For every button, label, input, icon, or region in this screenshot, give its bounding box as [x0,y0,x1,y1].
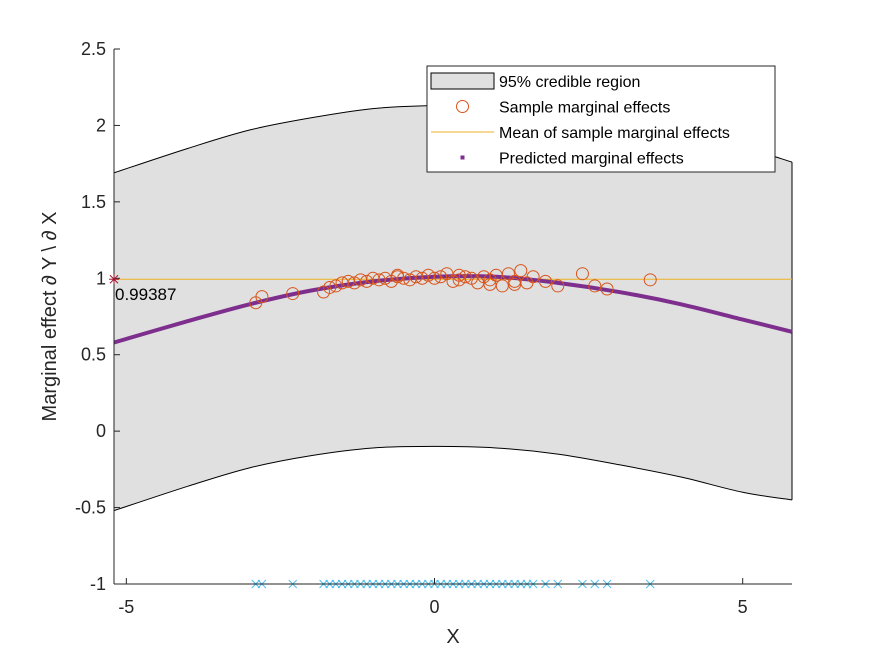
mean-value-marker [109,274,119,285]
sample-points-layer [249,264,657,310]
y-tick-label: -1 [90,574,106,594]
sample-point [403,273,417,287]
y-axis-title: Marginal effect ∂ Y \ ∂ X [39,212,61,422]
sample-point [286,287,300,301]
axes: -1 -0.5 0 0.5 1 1.5 2 2.5 -5 0 5 [75,39,792,617]
legend-label: Sample marginal effects [499,100,670,117]
sample-point [434,270,448,284]
sample-point [600,282,614,296]
sample-point [341,274,355,288]
x-tick-label: 5 [738,597,748,617]
sample-point [347,276,361,290]
legend-label: 95% credible region [499,74,640,91]
credible-region-lower-edge [113,445,793,512]
y-tick-label: 0.5 [81,345,106,365]
predicted-curve-layer [113,274,793,345]
y-tick-label: -0.5 [75,498,106,518]
sample-point [329,279,343,293]
sample-point [421,268,435,282]
x-tick-label: 0 [430,597,440,617]
annotation-layer: 0.99387 [109,274,176,304]
sample-point [514,264,528,278]
legend-item: 95% credible region [430,72,640,91]
legend-swatch-predicted [460,155,465,160]
predicted-curve [113,274,793,345]
y-tick-label: 0 [96,421,106,441]
sample-point [508,274,522,288]
sample-point [397,271,411,285]
legend-label: Mean of sample marginal effects [499,125,730,142]
x-axis-title: X [446,626,459,648]
legend-label: Predicted marginal effects [499,151,684,168]
sample-point [483,277,497,291]
sample-point [588,279,602,293]
y-tick-label: 2.5 [81,39,106,59]
mean-value-annotation: 0.99387 [115,285,176,304]
sample-point [458,270,472,284]
sample-point [452,268,466,282]
sample-point [372,273,386,287]
mean-value-marker-stroke [109,274,119,284]
y-tick-label: 1 [96,268,106,288]
sample-point [526,270,540,284]
sample-point [255,290,269,304]
legend: 95% credible region Sample marginal effec… [426,65,776,173]
sample-point [495,279,509,293]
sample-point [354,273,368,287]
credible-region-fill [114,105,792,511]
sample-point [378,271,392,285]
sample-point [575,267,589,281]
sample-point [360,274,374,288]
sample-point [409,270,423,284]
legend-swatch-region [430,72,495,90]
sample-point [391,268,405,282]
legend-item: Predicted marginal effects [460,151,684,168]
legend-item: Sample marginal effects [456,100,670,117]
legend-item: Mean of sample marginal effects [431,125,730,142]
sample-point [538,274,552,288]
y-tick-label: 2 [96,115,106,135]
sample-point [508,277,522,291]
sample-point [452,273,466,287]
sample-point [428,271,442,285]
y-tick-label: 1.5 [81,192,106,212]
sample-point [643,273,657,287]
sample-point [489,268,503,282]
legend-swatch-sample [456,100,469,113]
sample-point [323,280,337,294]
x-tick-label: -5 [118,597,134,617]
sample-point [551,279,565,293]
